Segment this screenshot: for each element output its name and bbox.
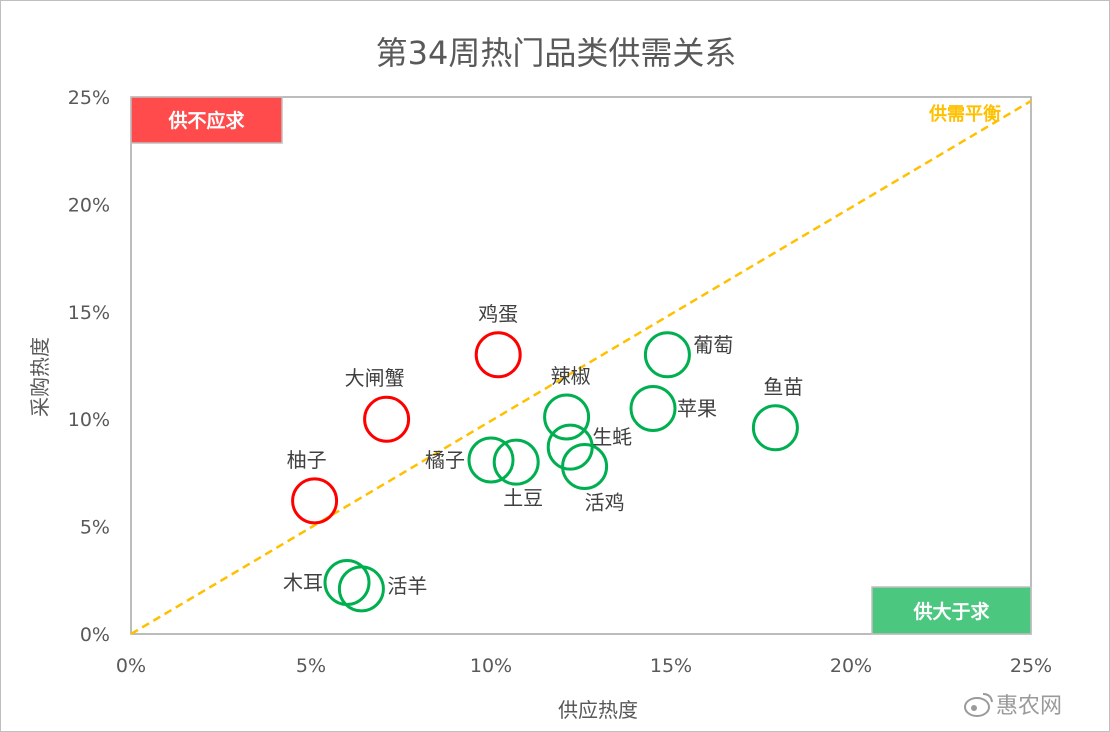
plot-area (130, 96, 1032, 635)
data-point-marker (629, 384, 677, 432)
data-point-marker (751, 404, 799, 452)
data-point-label: 土豆 (503, 486, 543, 510)
undersupply-box (130, 96, 283, 144)
data-point-marker (643, 331, 691, 379)
y-tick-label: 15% (68, 302, 110, 324)
data-point-marker (492, 438, 540, 486)
data-point-marker (291, 477, 339, 525)
data-point-marker (561, 442, 609, 490)
x-tick-label: 15% (650, 655, 692, 677)
oversupply-label: 供大于求 (912, 600, 990, 623)
x-tick-label: 5% (296, 655, 326, 677)
balance-label: 供需平衡 (928, 103, 1001, 125)
x-tick-label: 25% (1010, 655, 1052, 677)
data-point-label: 鱼苗 (763, 375, 803, 399)
chart-title: 第34周热门品类供需关系 (376, 34, 737, 72)
data-point-label: 木耳 (283, 570, 323, 594)
y-axis-title: 采购热度 (28, 337, 52, 417)
data-point-marker (337, 565, 385, 613)
data-point-marker (363, 395, 411, 443)
data-point-label: 活羊 (387, 574, 427, 598)
data-point-marker (474, 331, 522, 379)
undersupply-label: 供不应求 (167, 109, 245, 132)
data-point-label: 橘子 (425, 448, 465, 472)
data-point-label: 柚子 (287, 448, 327, 472)
x-tick-label: 20% (830, 655, 872, 677)
weibo-icon (964, 693, 993, 717)
x-tick-label: 0% (116, 655, 146, 677)
data-point-label: 活鸡 (585, 490, 625, 514)
watermark: 惠农网 (964, 693, 1062, 719)
data-point-label: 鸡蛋 (478, 302, 518, 326)
x-tick-label: 10% (470, 655, 512, 677)
data-point-marker (543, 393, 591, 441)
data-point-label: 苹果 (677, 396, 717, 420)
y-tick-label: 5% (80, 517, 110, 539)
y-tick-label: 0% (80, 624, 110, 646)
y-tick-label: 10% (68, 409, 110, 431)
oversupply-box (871, 586, 1032, 635)
data-point-label: 大闸蟹 (345, 366, 405, 390)
ticks-layer: 0% 5% 10% 15% 20% 25% 0% 5% 10% 15% 20% 25% (68, 87, 1052, 677)
supply-demand-balance-line (130, 99, 1032, 636)
watermark-text: 惠农网 (996, 694, 1062, 719)
data-point-label: 辣椒 (551, 364, 591, 388)
diagonal-layer: 供需平衡 (130, 99, 1032, 636)
y-tick-label: 20% (68, 194, 110, 216)
data-point-marker (546, 423, 594, 471)
data-point-label: 葡萄 (693, 333, 733, 357)
x-axis-title: 供应热度 (558, 698, 638, 722)
data-point-marker (467, 436, 515, 484)
y-tick-label: 25% (68, 87, 110, 109)
data-point-label: 生蚝 (592, 425, 632, 449)
